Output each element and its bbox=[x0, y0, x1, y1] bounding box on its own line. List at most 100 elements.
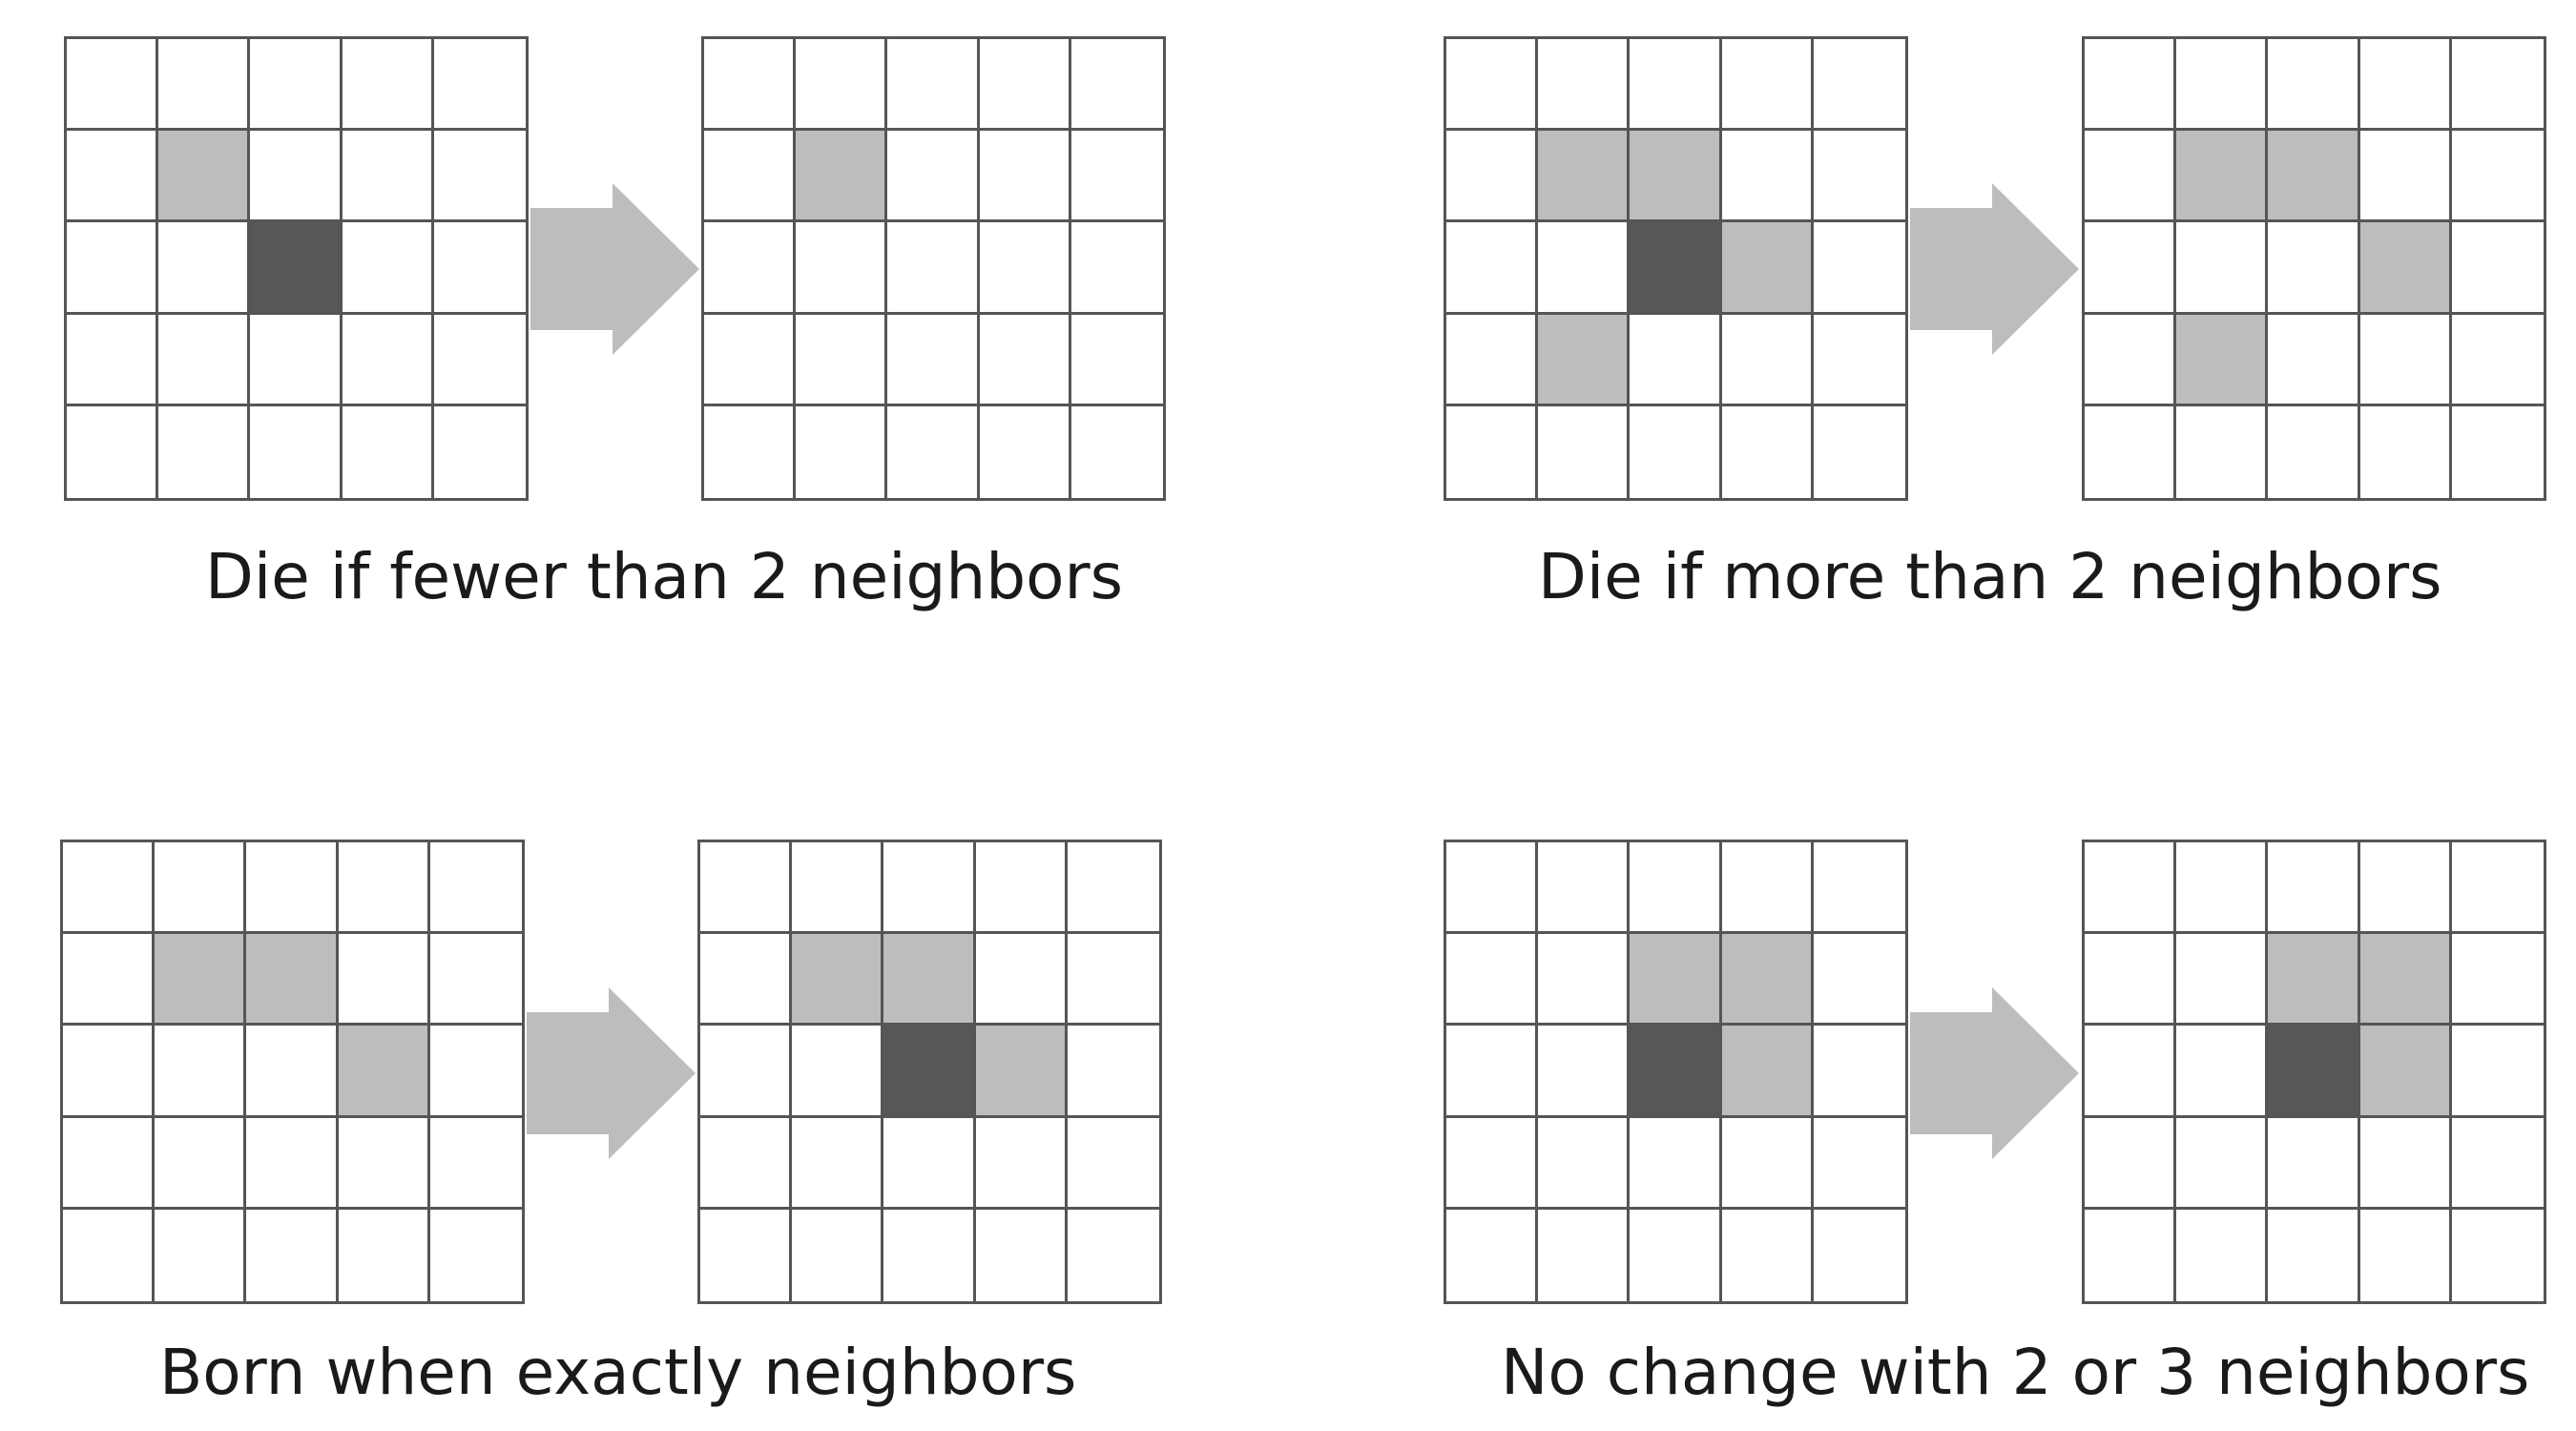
empty-cell bbox=[63, 1117, 156, 1210]
empty-cell bbox=[1538, 1209, 1631, 1301]
neighbor-cell bbox=[2176, 314, 2269, 406]
empty-cell bbox=[338, 842, 430, 935]
empty-cell bbox=[63, 842, 156, 935]
empty-cell bbox=[796, 405, 888, 498]
rule-caption: Born when exactly neighbors bbox=[159, 1336, 1077, 1409]
empty-cell bbox=[2451, 1026, 2544, 1118]
rule-caption: No change with 2 or 3 neighbors bbox=[1501, 1336, 2530, 1409]
empty-cell bbox=[1070, 405, 1163, 498]
empty-cell bbox=[2176, 1209, 2269, 1301]
neighbor-cell bbox=[1630, 934, 1722, 1027]
empty-cell bbox=[1538, 1117, 1631, 1210]
before-grid bbox=[1444, 840, 1908, 1304]
empty-cell bbox=[704, 314, 797, 406]
empty-cell bbox=[796, 39, 888, 132]
empty-cell bbox=[1446, 314, 1539, 406]
neighbor-cell bbox=[158, 131, 251, 223]
empty-cell bbox=[2268, 842, 2360, 935]
neighbor-cell bbox=[2359, 222, 2452, 315]
empty-cell bbox=[796, 314, 888, 406]
empty-cell bbox=[2451, 842, 2544, 935]
empty-cell bbox=[1067, 1026, 1159, 1118]
empty-cell bbox=[883, 1209, 976, 1301]
empty-cell bbox=[1813, 842, 1905, 935]
empty-cell bbox=[155, 1117, 247, 1210]
empty-cell bbox=[704, 39, 797, 132]
empty-cell bbox=[2085, 842, 2177, 935]
after-grid bbox=[701, 36, 1166, 501]
empty-cell bbox=[2176, 39, 2269, 132]
empty-cell bbox=[1067, 1117, 1159, 1210]
empty-cell bbox=[1070, 131, 1163, 223]
empty-cell bbox=[433, 39, 526, 132]
empty-cell bbox=[1813, 1117, 1905, 1210]
empty-cell bbox=[792, 842, 884, 935]
empty-cell bbox=[250, 39, 343, 132]
empty-cell bbox=[246, 1209, 339, 1301]
neighbor-cell bbox=[2268, 934, 2360, 1027]
before-grid bbox=[1444, 36, 1908, 501]
empty-cell bbox=[700, 934, 793, 1027]
empty-cell bbox=[1446, 39, 1539, 132]
empty-cell bbox=[2085, 1117, 2177, 1210]
focus-cell bbox=[2268, 1026, 2360, 1118]
empty-cell bbox=[1070, 222, 1163, 315]
empty-cell bbox=[2451, 1117, 2544, 1210]
empty-cell bbox=[1813, 131, 1905, 223]
empty-cell bbox=[1721, 39, 1814, 132]
empty-cell bbox=[2359, 842, 2452, 935]
empty-cell bbox=[246, 1117, 339, 1210]
empty-cell bbox=[887, 405, 980, 498]
empty-cell bbox=[1630, 314, 1722, 406]
empty-cell bbox=[2268, 1117, 2360, 1210]
empty-cell bbox=[2085, 131, 2177, 223]
empty-cell bbox=[1721, 314, 1814, 406]
empty-cell bbox=[1721, 1117, 1814, 1210]
empty-cell bbox=[1067, 1209, 1159, 1301]
empty-cell bbox=[158, 222, 251, 315]
empty-cell bbox=[1446, 934, 1539, 1027]
empty-cell bbox=[1067, 934, 1159, 1027]
empty-cell bbox=[2268, 314, 2360, 406]
empty-cell bbox=[1070, 314, 1163, 406]
transition-arrow-icon bbox=[1910, 183, 2079, 355]
empty-cell bbox=[433, 222, 526, 315]
empty-cell bbox=[2359, 39, 2452, 132]
empty-cell bbox=[2451, 1209, 2544, 1301]
empty-cell bbox=[433, 314, 526, 406]
empty-cell bbox=[63, 1026, 156, 1118]
after-grid bbox=[697, 840, 1162, 1304]
empty-cell bbox=[1630, 405, 1722, 498]
empty-cell bbox=[250, 405, 343, 498]
empty-cell bbox=[1813, 222, 1905, 315]
neighbor-cell bbox=[792, 934, 884, 1027]
empty-cell bbox=[342, 405, 434, 498]
focus-cell bbox=[1630, 222, 1722, 315]
empty-cell bbox=[63, 1209, 156, 1301]
neighbor-cell bbox=[2268, 131, 2360, 223]
empty-cell bbox=[2085, 314, 2177, 406]
empty-cell bbox=[792, 1026, 884, 1118]
empty-cell bbox=[1070, 39, 1163, 132]
empty-cell bbox=[1446, 1209, 1539, 1301]
empty-cell bbox=[2176, 934, 2269, 1027]
empty-cell bbox=[1446, 222, 1539, 315]
focus-cell bbox=[883, 1026, 976, 1118]
empty-cell bbox=[429, 842, 522, 935]
empty-cell bbox=[155, 1026, 247, 1118]
neighbor-cell bbox=[2359, 934, 2452, 1027]
empty-cell bbox=[979, 222, 1071, 315]
empty-cell bbox=[433, 131, 526, 223]
empty-cell bbox=[1538, 934, 1631, 1027]
empty-cell bbox=[700, 1117, 793, 1210]
empty-cell bbox=[2451, 39, 2544, 132]
empty-cell bbox=[342, 39, 434, 132]
neighbor-cell bbox=[883, 934, 976, 1027]
empty-cell bbox=[792, 1117, 884, 1210]
neighbor-cell bbox=[2176, 131, 2269, 223]
empty-cell bbox=[429, 1026, 522, 1118]
empty-cell bbox=[975, 1209, 1068, 1301]
empty-cell bbox=[342, 314, 434, 406]
neighbor-cell bbox=[338, 1026, 430, 1118]
empty-cell bbox=[2359, 1209, 2452, 1301]
